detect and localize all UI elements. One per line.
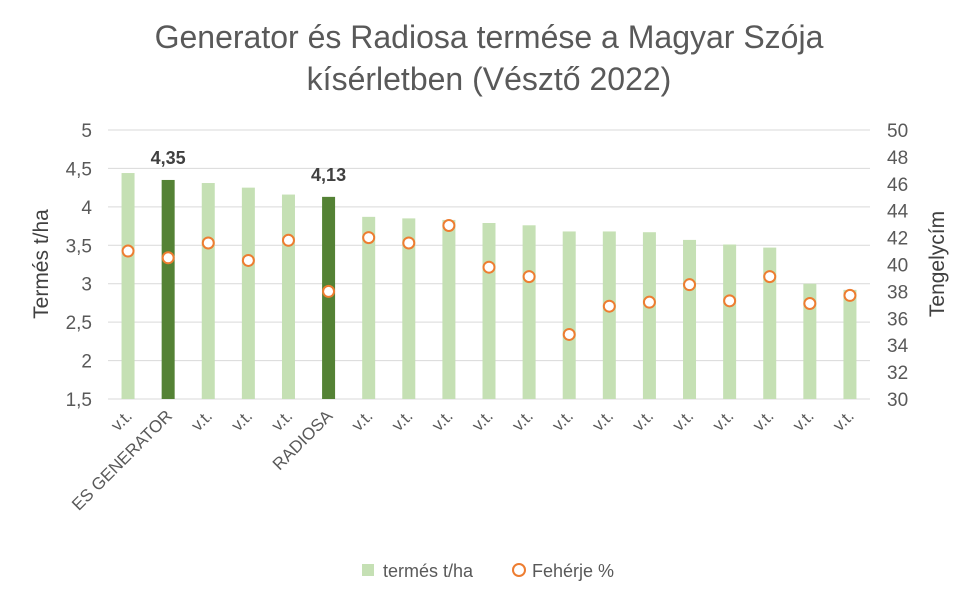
bar xyxy=(522,225,536,399)
protein-marker xyxy=(843,288,857,302)
right-tick-label: 44 xyxy=(887,202,909,223)
left-tick-label: 1,5 xyxy=(66,390,92,411)
legend-bar-label: termés t/ha xyxy=(383,561,474,581)
category-label: v.t. xyxy=(468,406,497,435)
data-label: 4,13 xyxy=(311,165,346,185)
right-axis-label: Tengelycím xyxy=(926,211,949,317)
right-tick-label: 38 xyxy=(887,282,908,303)
protein-marker xyxy=(201,236,215,250)
protein-series xyxy=(121,218,857,341)
category-label: v.t. xyxy=(428,406,457,435)
right-tick-label: 32 xyxy=(887,363,908,384)
bar xyxy=(723,244,737,399)
left-tick-label: 5 xyxy=(81,121,92,142)
left-tick-label: 2,5 xyxy=(66,313,92,334)
bar xyxy=(362,216,376,399)
protein-marker xyxy=(763,270,777,284)
left-tick-label: 3,5 xyxy=(66,236,92,257)
left-tick-label: 4,5 xyxy=(66,159,92,180)
category-label: v.t. xyxy=(508,406,537,435)
right-tick-label: 42 xyxy=(887,229,908,250)
right-axis-ticks: 30 32 34 36 38 40 42 44 46 48 50 xyxy=(887,121,909,411)
category-label: v.t. xyxy=(268,406,297,435)
left-tick-label: 2 xyxy=(81,352,92,373)
category-label: v.t. xyxy=(749,406,778,435)
right-tick-label: 50 xyxy=(887,121,908,142)
data-label: 4,35 xyxy=(151,148,186,168)
bar xyxy=(803,283,817,399)
category-label: v.t. xyxy=(388,406,417,435)
left-axis-ticks: 1,5 2 2,5 3 3,5 4 4,5 5 xyxy=(66,121,93,411)
right-tick-label: 48 xyxy=(887,148,908,169)
protein-marker xyxy=(121,244,135,258)
protein-marker xyxy=(602,299,616,313)
legend-bar-swatch xyxy=(362,564,374,576)
category-label: v.t. xyxy=(829,406,858,435)
highlight-bar xyxy=(161,179,175,399)
highlight-bar xyxy=(322,196,336,399)
protein-marker xyxy=(281,233,295,247)
legend: termés t/ha Fehérje % xyxy=(362,561,614,581)
category-label: v.t. xyxy=(629,406,658,435)
protein-marker xyxy=(723,294,737,308)
protein-marker xyxy=(562,327,576,341)
protein-marker xyxy=(322,284,336,298)
right-tick-label: 34 xyxy=(887,336,909,357)
right-tick-label: 46 xyxy=(887,175,908,196)
protein-marker xyxy=(482,260,496,274)
protein-marker xyxy=(522,270,536,284)
protein-marker xyxy=(161,251,175,265)
category-label: v.t. xyxy=(669,406,698,435)
bar xyxy=(642,232,656,399)
bar xyxy=(442,219,456,399)
chart-title-line-2: kísérletben (Vésztő 2022) xyxy=(307,61,672,97)
category-labels: v.t.ES GENERATOR v.t. v.t. v.t.RADIOSA v.t. v… xyxy=(68,406,858,514)
bar-series xyxy=(121,173,857,399)
protein-marker xyxy=(442,218,456,232)
bar xyxy=(562,231,576,399)
right-tick-label: 30 xyxy=(887,390,908,411)
protein-marker xyxy=(362,231,376,245)
category-label: v.t. xyxy=(548,406,577,435)
category-label: v.t. xyxy=(228,406,257,435)
protein-marker xyxy=(683,278,697,292)
bar xyxy=(602,231,616,399)
left-tick-label: 4 xyxy=(81,198,92,219)
bar xyxy=(763,247,777,399)
protein-marker xyxy=(642,295,656,309)
bar xyxy=(683,239,697,399)
category-label: v.t. xyxy=(709,406,738,435)
category-label: v.t. xyxy=(188,406,217,435)
left-tick-label: 3 xyxy=(81,275,92,296)
data-labels: 4,35 4,13 xyxy=(151,148,346,185)
category-label: v.t. xyxy=(589,406,618,435)
bar xyxy=(201,183,215,399)
category-label: v.t. xyxy=(789,406,818,435)
bar xyxy=(482,222,496,399)
bar xyxy=(241,187,255,399)
chart-title-line-1: Generator és Radiosa termése a Magyar Sz… xyxy=(155,19,824,55)
bar xyxy=(402,218,416,399)
right-tick-label: 36 xyxy=(887,309,908,330)
legend-marker-swatch xyxy=(512,563,526,577)
category-label: v.t. xyxy=(107,406,136,435)
legend-marker-label: Fehérje % xyxy=(532,561,614,581)
bar xyxy=(843,289,857,399)
bar xyxy=(281,194,295,399)
bar xyxy=(121,173,135,399)
left-axis-label: Termés t/ha xyxy=(30,209,53,319)
right-tick-label: 40 xyxy=(887,256,908,277)
category-label: v.t. xyxy=(348,406,377,435)
protein-marker xyxy=(241,253,255,267)
protein-marker xyxy=(803,297,817,311)
protein-marker xyxy=(402,236,416,250)
